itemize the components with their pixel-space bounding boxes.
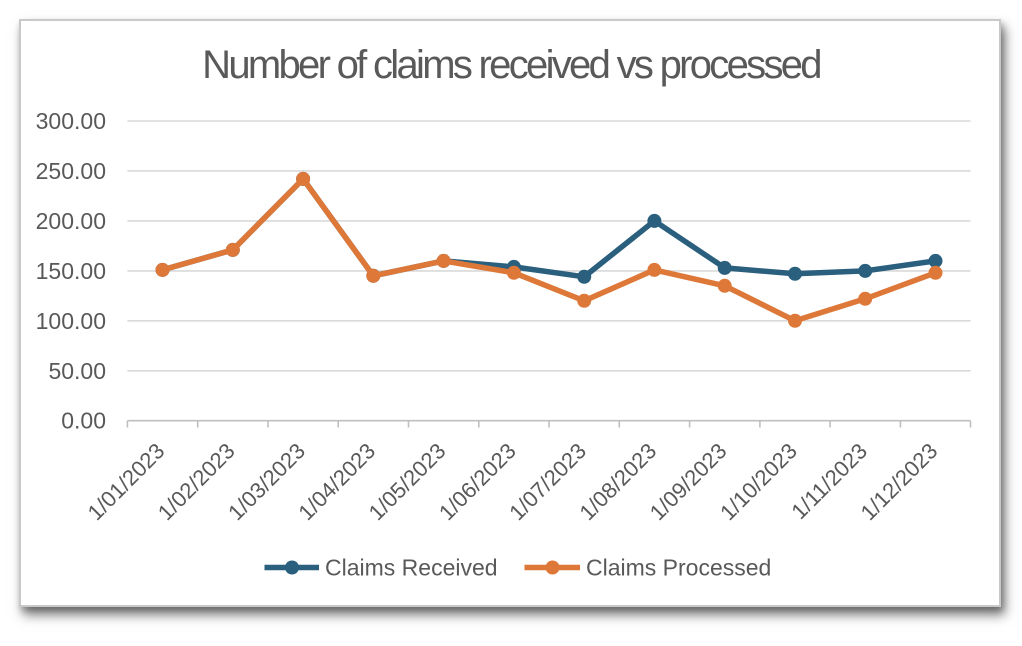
svg-text:150.00: 150.00: [36, 258, 106, 284]
svg-text:50.00: 50.00: [48, 358, 106, 384]
svg-text:Claims Received: Claims Received: [325, 555, 498, 581]
svg-text:300.00: 300.00: [36, 108, 106, 134]
svg-text:1/12/2023: 1/12/2023: [856, 438, 943, 525]
svg-text:1/10/2023: 1/10/2023: [715, 438, 802, 525]
svg-text:250.00: 250.00: [36, 158, 106, 184]
svg-text:200.00: 200.00: [36, 208, 106, 234]
svg-text:Claims Processed: Claims Processed: [586, 555, 771, 581]
svg-text:0.00: 0.00: [61, 408, 106, 434]
svg-text:100.00: 100.00: [36, 308, 106, 334]
svg-text:Number of claims received vs p: Number of claims received vs processed: [202, 43, 820, 87]
